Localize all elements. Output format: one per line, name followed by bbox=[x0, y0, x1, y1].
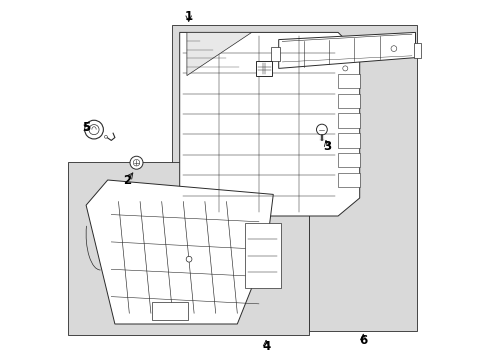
Bar bbox=[337, 153, 359, 167]
Circle shape bbox=[84, 120, 103, 139]
Text: 1: 1 bbox=[184, 10, 192, 23]
Polygon shape bbox=[186, 32, 251, 76]
Bar bbox=[271, 47, 280, 61]
Bar bbox=[413, 43, 420, 58]
Circle shape bbox=[342, 66, 347, 71]
Bar bbox=[256, 61, 272, 76]
Bar bbox=[337, 173, 359, 187]
Bar bbox=[337, 133, 359, 148]
Polygon shape bbox=[68, 162, 309, 335]
Bar bbox=[337, 113, 359, 128]
Text: 4: 4 bbox=[262, 340, 270, 353]
Bar bbox=[337, 74, 359, 88]
Circle shape bbox=[390, 46, 396, 51]
Text: 2: 2 bbox=[123, 174, 131, 186]
Bar bbox=[244, 223, 280, 288]
Polygon shape bbox=[86, 180, 273, 324]
Polygon shape bbox=[278, 32, 415, 68]
Circle shape bbox=[130, 156, 142, 169]
Text: 5: 5 bbox=[82, 121, 90, 134]
Text: 3: 3 bbox=[323, 140, 331, 153]
Circle shape bbox=[89, 125, 99, 135]
Polygon shape bbox=[179, 32, 359, 216]
Circle shape bbox=[186, 256, 192, 262]
Circle shape bbox=[104, 135, 107, 138]
Text: 6: 6 bbox=[359, 334, 366, 347]
Bar bbox=[337, 94, 359, 108]
Circle shape bbox=[316, 124, 326, 135]
Circle shape bbox=[133, 159, 140, 166]
Polygon shape bbox=[172, 25, 416, 331]
Bar bbox=[151, 302, 187, 320]
